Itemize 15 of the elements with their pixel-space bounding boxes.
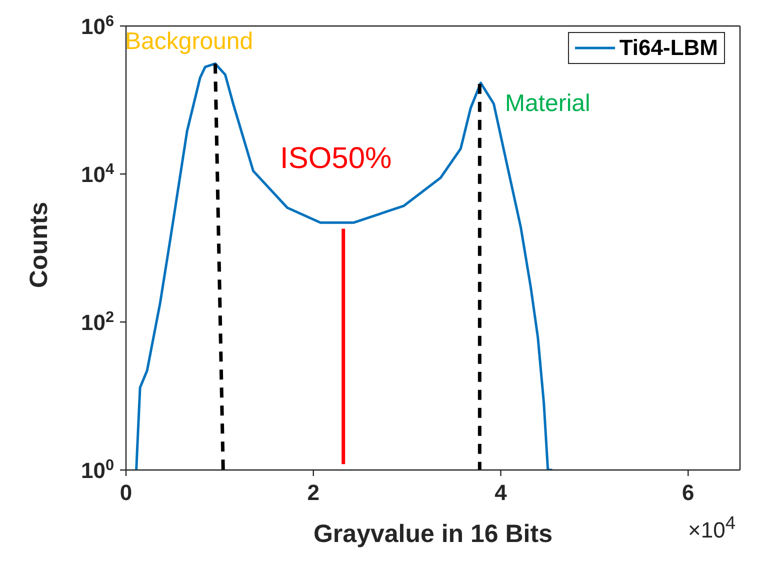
x-tick-label: 2 <box>307 480 320 505</box>
annotation: ISO50% <box>280 142 392 176</box>
x-tick-label: 6 <box>682 480 694 505</box>
x-axis-title: Grayvalue in 16 Bits <box>313 520 553 548</box>
legend-label: Ti64-LBM <box>619 35 718 61</box>
annotation: Material <box>505 90 590 118</box>
y-tick-label: 10$^{4}$ <box>80 160 114 187</box>
y-tick-label: 10$^{6}$ <box>80 12 114 39</box>
text: ×10$^{4}$ <box>688 512 736 544</box>
y-axis-title: Counts <box>24 202 53 288</box>
y-tick-label: 10$^{0}$ <box>80 456 114 483</box>
annotation: Background <box>125 28 254 56</box>
x-tick-label: 0 <box>120 480 132 505</box>
x-tick-label: 4 <box>494 480 508 505</box>
y-tick-label: 10$^{2}$ <box>80 308 114 335</box>
